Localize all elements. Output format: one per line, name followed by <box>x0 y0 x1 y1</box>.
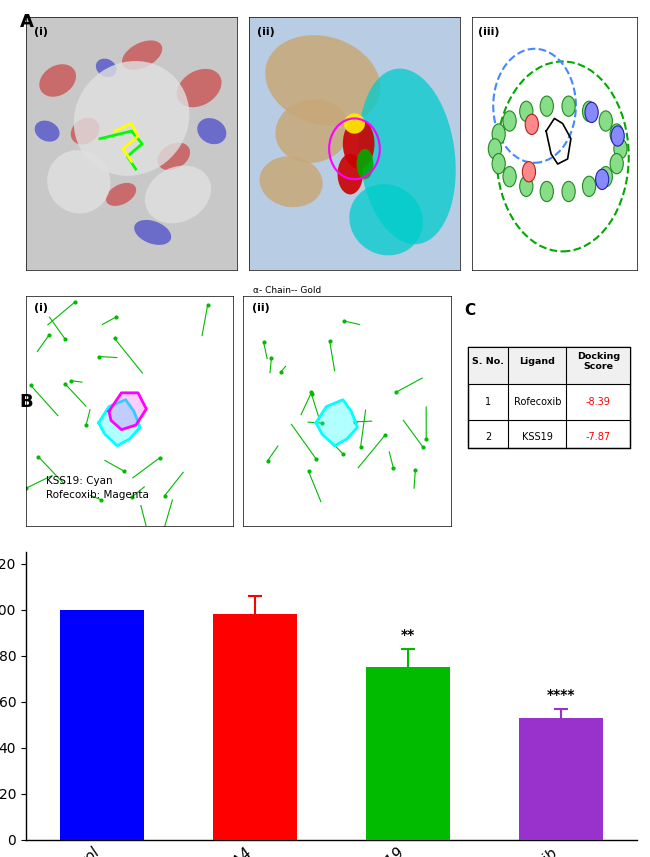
Ellipse shape <box>34 121 60 141</box>
Polygon shape <box>99 399 140 446</box>
Text: Rofecoxib: Rofecoxib <box>514 397 561 407</box>
Text: S. No.: S. No. <box>472 357 504 366</box>
FancyBboxPatch shape <box>468 347 630 448</box>
Circle shape <box>595 170 609 189</box>
Ellipse shape <box>343 118 374 169</box>
Ellipse shape <box>177 69 222 107</box>
Circle shape <box>562 182 575 201</box>
Text: H7& H8– Red: H7& H8– Red <box>253 336 313 345</box>
Text: Rofecoxib: Magenta: Rofecoxib: Magenta <box>46 490 148 500</box>
Circle shape <box>610 124 623 144</box>
Circle shape <box>540 96 553 117</box>
Ellipse shape <box>74 61 189 176</box>
Ellipse shape <box>145 165 211 224</box>
Ellipse shape <box>344 113 365 134</box>
FancyBboxPatch shape <box>468 347 630 384</box>
Bar <box>519 718 603 840</box>
Circle shape <box>599 111 612 131</box>
Text: T7– Green: T7– Green <box>253 362 299 370</box>
Bar <box>366 668 450 840</box>
Ellipse shape <box>357 149 374 179</box>
Circle shape <box>582 177 595 196</box>
Text: (ii): (ii) <box>257 27 275 37</box>
Ellipse shape <box>39 64 76 97</box>
Text: **: ** <box>401 628 415 642</box>
Text: Green– Colchicine: Green– Colchicine <box>88 296 176 306</box>
Circle shape <box>503 166 516 187</box>
Text: α- Chain-- Gold: α- Chain-- Gold <box>253 285 321 295</box>
Circle shape <box>525 114 538 135</box>
Text: 1: 1 <box>485 397 491 407</box>
Circle shape <box>520 101 533 122</box>
Text: (ii): (ii) <box>252 303 269 313</box>
Bar <box>60 609 144 840</box>
Ellipse shape <box>134 220 171 245</box>
Circle shape <box>582 101 595 122</box>
Circle shape <box>611 126 624 147</box>
Circle shape <box>614 139 627 159</box>
Circle shape <box>492 124 505 144</box>
Circle shape <box>562 96 575 117</box>
Text: -7.87: -7.87 <box>586 432 611 441</box>
Text: Active
site: Active site <box>424 364 452 384</box>
Text: (iii): (iii) <box>478 27 500 37</box>
Text: ****: **** <box>547 687 575 702</box>
Circle shape <box>492 153 505 174</box>
Text: Yellow–KSS19: Yellow–KSS19 <box>99 321 164 331</box>
Ellipse shape <box>122 40 162 70</box>
Polygon shape <box>316 399 358 446</box>
Ellipse shape <box>71 117 99 145</box>
Ellipse shape <box>337 154 363 195</box>
Circle shape <box>520 177 533 196</box>
Text: Ligand: Ligand <box>519 357 555 366</box>
Ellipse shape <box>259 156 322 207</box>
Ellipse shape <box>265 35 380 126</box>
Ellipse shape <box>349 184 423 255</box>
Ellipse shape <box>359 69 456 244</box>
Text: C: C <box>464 303 475 318</box>
Bar <box>213 614 297 840</box>
Ellipse shape <box>47 150 110 213</box>
Circle shape <box>488 139 502 159</box>
Text: KSS19: Cyan: KSS19: Cyan <box>46 476 112 486</box>
Circle shape <box>523 162 536 182</box>
Circle shape <box>503 111 516 131</box>
Circle shape <box>599 166 612 187</box>
Text: A: A <box>20 13 33 31</box>
Circle shape <box>585 102 598 123</box>
Ellipse shape <box>106 183 136 206</box>
Text: KSS19: KSS19 <box>522 432 552 441</box>
Circle shape <box>540 182 553 201</box>
Text: Docking
Score: Docking Score <box>577 352 619 371</box>
Ellipse shape <box>276 99 349 163</box>
Text: B: B <box>20 393 33 411</box>
Text: (i): (i) <box>34 27 49 37</box>
Polygon shape <box>109 393 146 429</box>
Circle shape <box>610 153 623 174</box>
Text: S8&9–Yellow: S8&9–Yellow <box>253 387 310 396</box>
Text: (i): (i) <box>34 303 48 313</box>
Ellipse shape <box>157 142 190 171</box>
Text: β- Chain– Cyan: β- Chain– Cyan <box>253 311 321 320</box>
Ellipse shape <box>197 118 226 144</box>
Text: 2: 2 <box>485 432 491 441</box>
Text: -8.39: -8.39 <box>586 397 610 407</box>
Ellipse shape <box>96 58 116 77</box>
